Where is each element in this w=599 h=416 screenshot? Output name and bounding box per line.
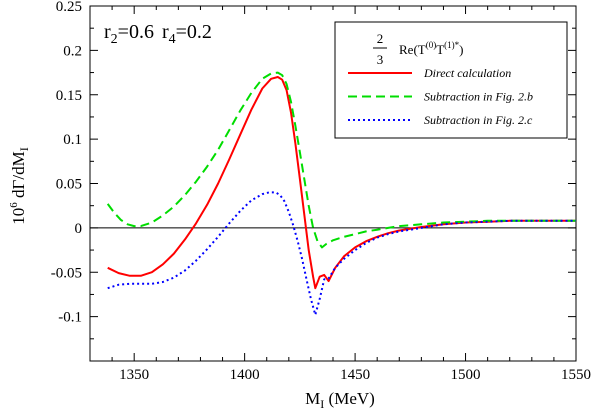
legend-label-1: Direct calculation (423, 66, 511, 80)
y-tick-label: 0.2 (63, 43, 82, 59)
y-tick-label: -0.05 (51, 265, 82, 281)
legend: 2 3 Re(T(0)T(1)*) Direct calculation Subt… (334, 21, 568, 139)
series-layer (106, 71, 576, 316)
legend-title-frac-den: 3 (377, 52, 384, 67)
param-annotation: r2=0.6 r4=0.2 (104, 21, 212, 47)
legend-title-frac-num: 2 (377, 31, 384, 46)
legend-title-expr: Re(T(0)T(1)*) (399, 40, 464, 57)
y-tick-label: 0.25 (56, 0, 82, 15)
y-tick-label: -0.1 (58, 310, 82, 326)
series-line-2 (106, 71, 576, 249)
x-tick-label: 1550 (561, 367, 591, 383)
x-tick-label: 1400 (230, 367, 260, 383)
x-axis-title: MI (MeV) (305, 389, 375, 411)
y-axis-ticks: -0.1 -0.05 0 0.05 0.1 0.15 0.2 0.25 (51, 0, 576, 340)
x-tick-label: 1500 (451, 367, 481, 383)
y-axis-title: 106 dΓ/dMI (8, 147, 31, 224)
y-tick-label: 0.1 (63, 132, 82, 148)
x-tick-label: 1350 (119, 367, 149, 383)
series-line-3 (107, 191, 576, 316)
y-tick-label: 0.05 (56, 177, 82, 193)
legend-title: 2 3 Re(T(0)T(1)*) (373, 31, 464, 67)
legend-box (334, 21, 568, 139)
legend-entries: Direct calculation Subtraction in Fig. 2.… (348, 66, 533, 127)
legend-label-3: Subtraction in Fig. 2.c (424, 113, 533, 127)
legend-label-2: Subtraction in Fig. 2.b (424, 90, 533, 104)
y-tick-label: 0.15 (56, 88, 82, 104)
y-tick-label: 0 (75, 221, 83, 237)
x-axis-ticks: 1350 1400 1450 1500 1550 (111, 6, 591, 383)
x-tick-label: 1450 (340, 367, 370, 383)
